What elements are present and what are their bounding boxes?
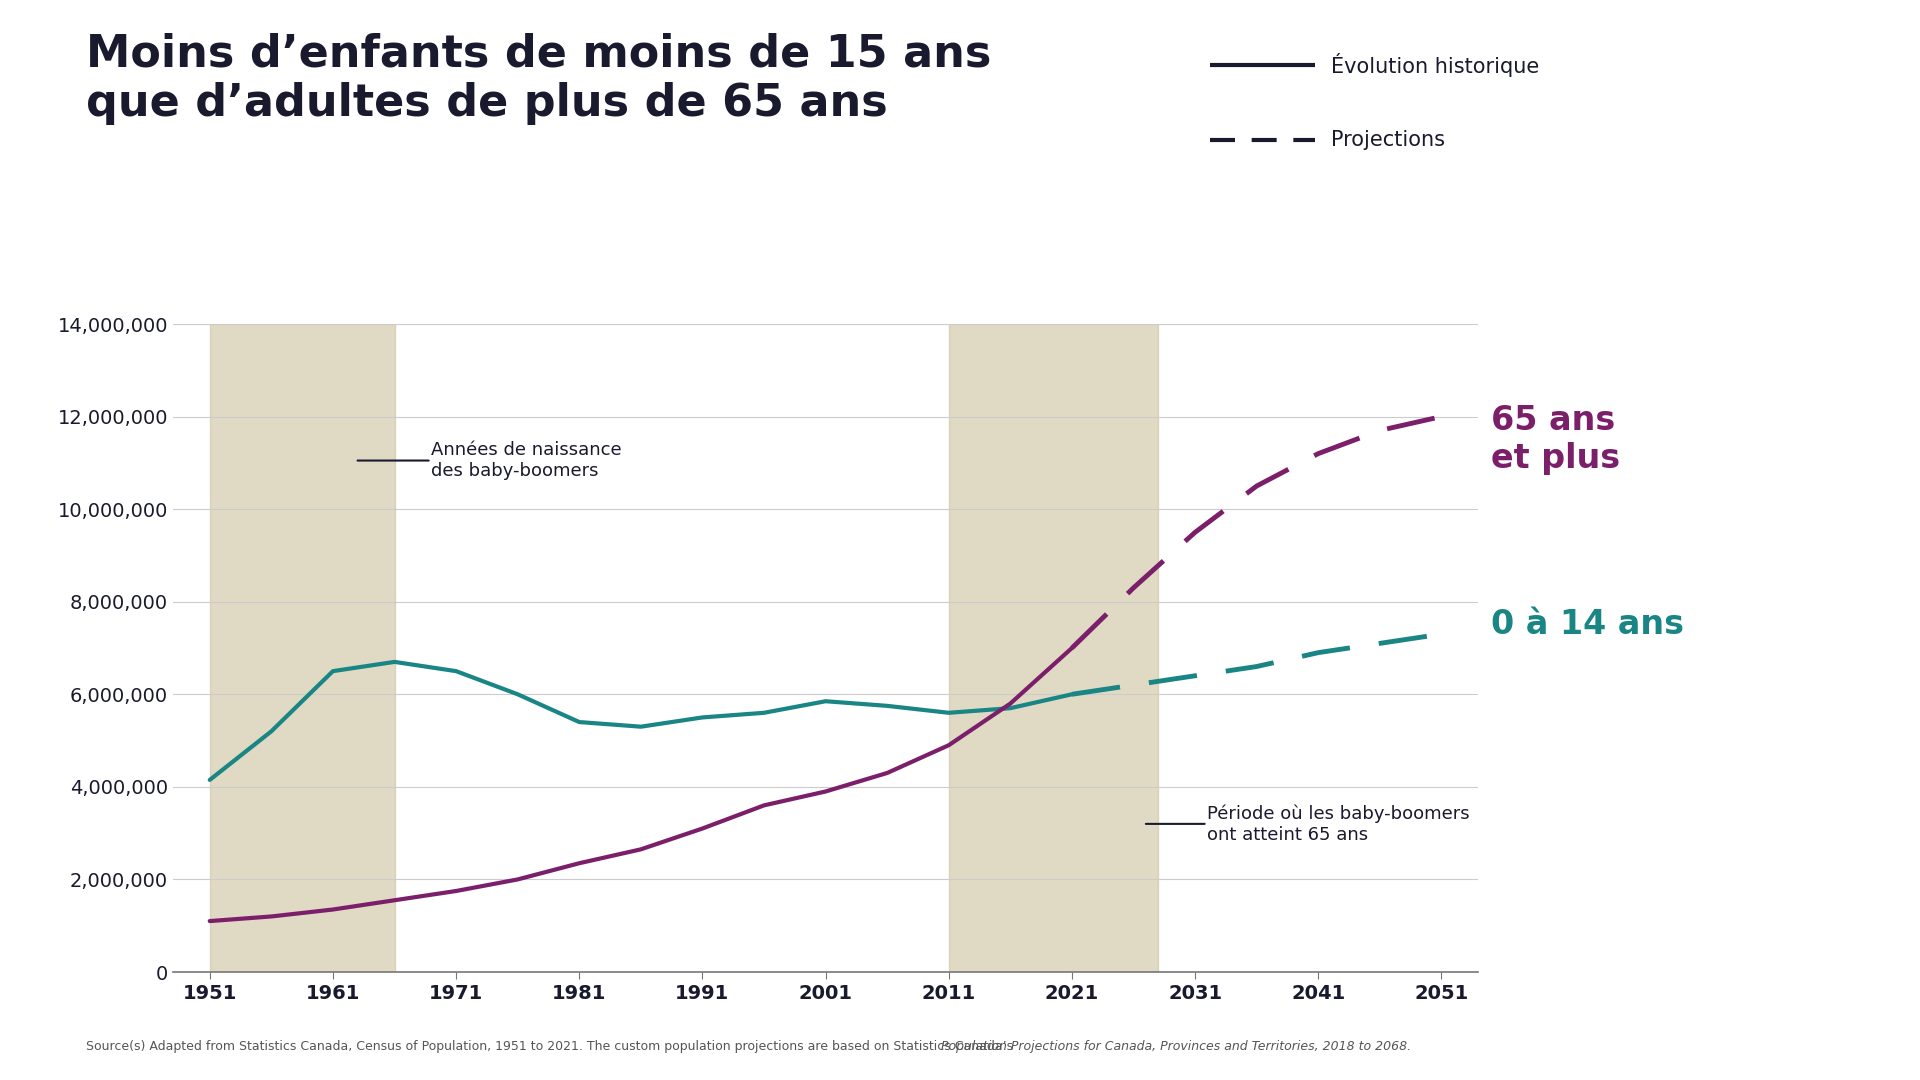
Bar [948, 324, 1158, 972]
Text: 0 à 14 ans: 0 à 14 ans [1490, 608, 1684, 642]
Text: Source(s) Adapted from Statistics Canada, Census of Population, 1951 to 2021. Th: Source(s) Adapted from Statistics Canada… [86, 1040, 1021, 1053]
Text: Évolution historique: Évolution historique [1331, 53, 1538, 77]
Text: 65 ans
et plus: 65 ans et plus [1490, 404, 1620, 475]
Text: Moins d’enfants de moins de 15 ans
que d’adultes de plus de 65 ans: Moins d’enfants de moins de 15 ans que d… [86, 32, 993, 125]
Text: Population Projections for Canada, Provinces and Territories, 2018 to 2068.: Population Projections for Canada, Provi… [941, 1040, 1411, 1053]
Bar [209, 324, 394, 972]
Text: Années de naissance
des baby-boomers: Années de naissance des baby-boomers [357, 441, 622, 480]
Text: Période où les baby-boomers
ont atteint 65 ans: Période où les baby-boomers ont atteint … [1146, 805, 1471, 843]
Text: Projections: Projections [1331, 131, 1444, 150]
